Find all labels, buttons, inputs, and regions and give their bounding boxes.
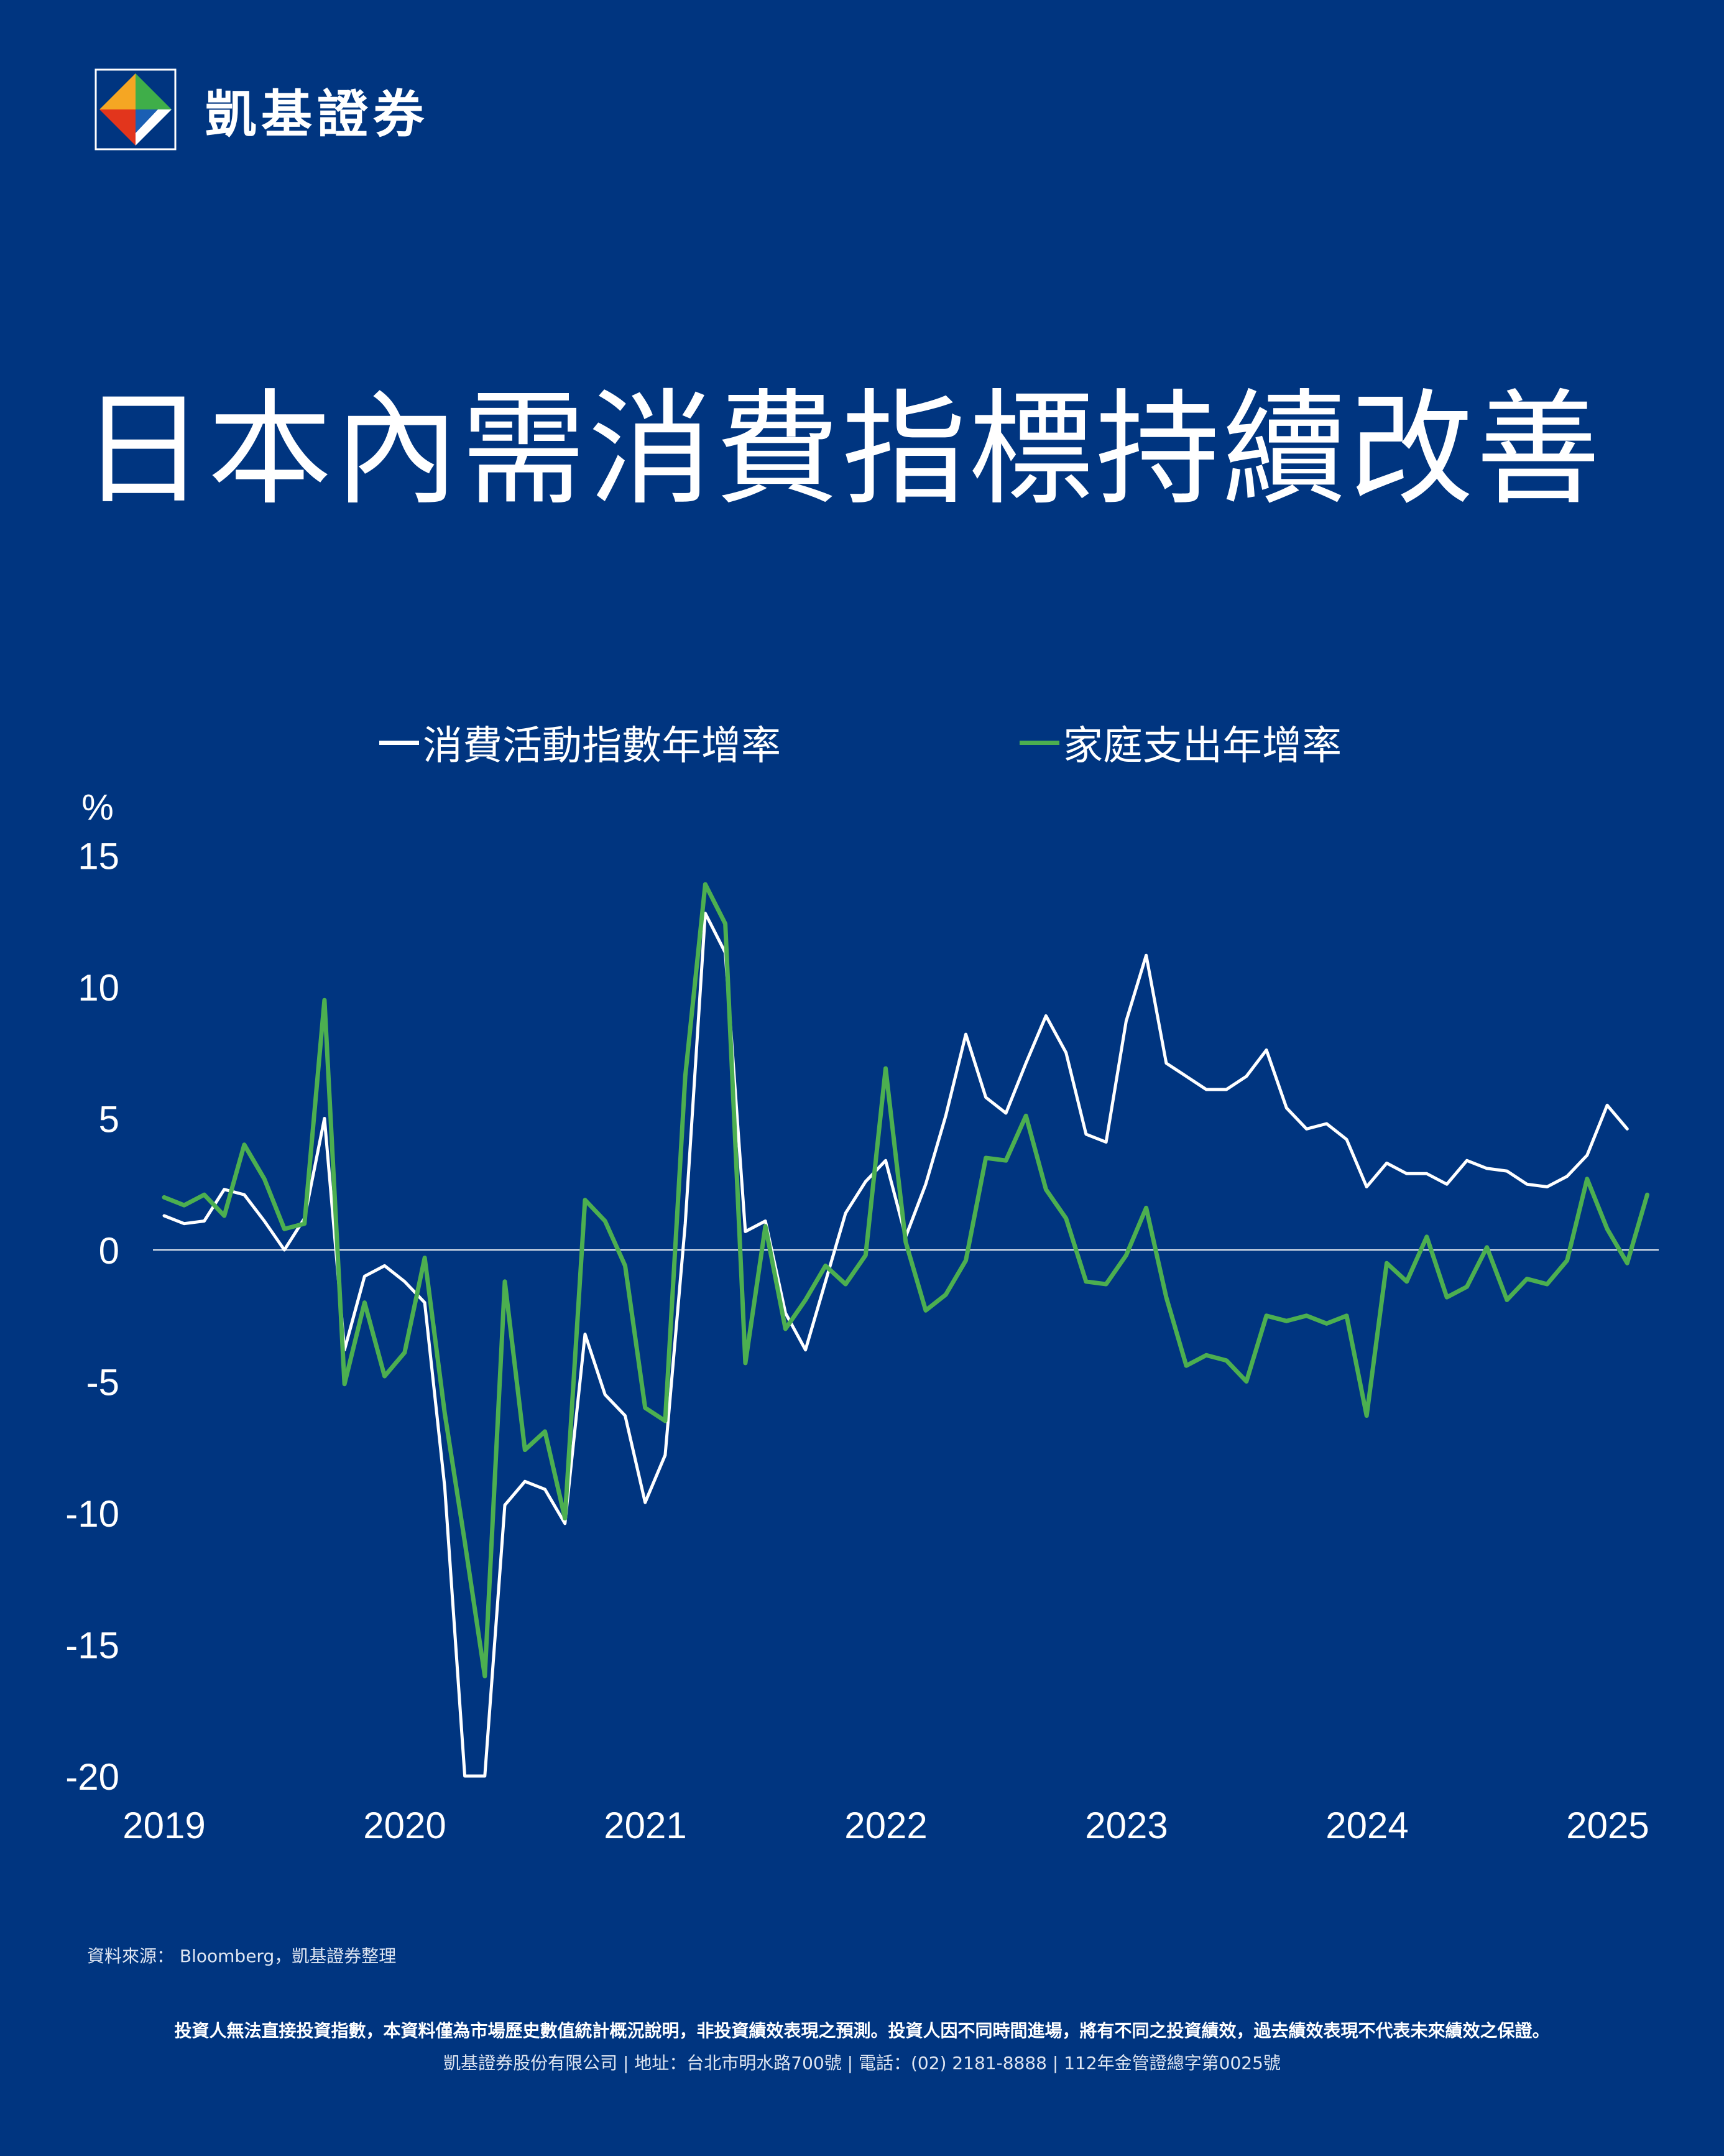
y-tick-label: -20 — [65, 1756, 119, 1798]
x-tick-label: 2021 — [604, 1805, 686, 1846]
legend-label-consumption: 消費活動指數年增率 — [423, 723, 781, 769]
brand-header: 凱基證券 — [94, 68, 429, 150]
x-tick-label: 2019 — [122, 1805, 205, 1846]
x-tick-label: 2025 — [1566, 1805, 1649, 1846]
kgi-diamond-logo-icon — [94, 68, 177, 150]
legend-swatch-household — [1020, 740, 1059, 745]
y-tick-label: 10 — [78, 967, 119, 1009]
x-tick-label: 2023 — [1085, 1805, 1168, 1846]
y-axis-unit: % — [81, 787, 114, 828]
disclaimer: 投資人無法直接投資指數，本資料僅為市場歷史數值統計概況說明，非投資績效表現之預測… — [174, 2020, 1550, 2041]
page-title: 日本內需消費指標持續改善 — [81, 377, 1603, 522]
brand-name: 凱基證券 — [205, 85, 430, 144]
source-note: 資料來源： Bloomberg，凱基證券整理 — [87, 1946, 397, 1966]
x-tick-label: 2022 — [844, 1805, 927, 1846]
legend-item-consumption: 消費活動指數年增率 — [379, 714, 781, 771]
legend-label-household: 家庭支出年增率 — [1063, 723, 1342, 769]
chart-legend: 消費活動指數年增率 家庭支出年增率 — [0, 714, 1724, 770]
series-line-household — [162, 882, 1649, 1678]
y-tick-label: 0 — [99, 1230, 119, 1272]
company-info: 凱基證券股份有限公司 | 地址：台北市明水路700號 | 電話：(02) 218… — [443, 2053, 1281, 2073]
y-tick-label: -5 — [86, 1362, 119, 1404]
y-tick-label: -15 — [65, 1625, 119, 1667]
x-tick-label: 2020 — [363, 1805, 446, 1846]
x-tick-label: 2024 — [1325, 1805, 1408, 1846]
series-line-consumption — [162, 912, 1629, 1778]
y-tick-label: 15 — [78, 836, 119, 877]
legend-item-household: 家庭支出年增率 — [1020, 714, 1342, 771]
y-tick-label: -10 — [65, 1493, 119, 1535]
y-tick-label: 5 — [99, 1099, 119, 1140]
legend-swatch-consumption — [379, 740, 419, 745]
